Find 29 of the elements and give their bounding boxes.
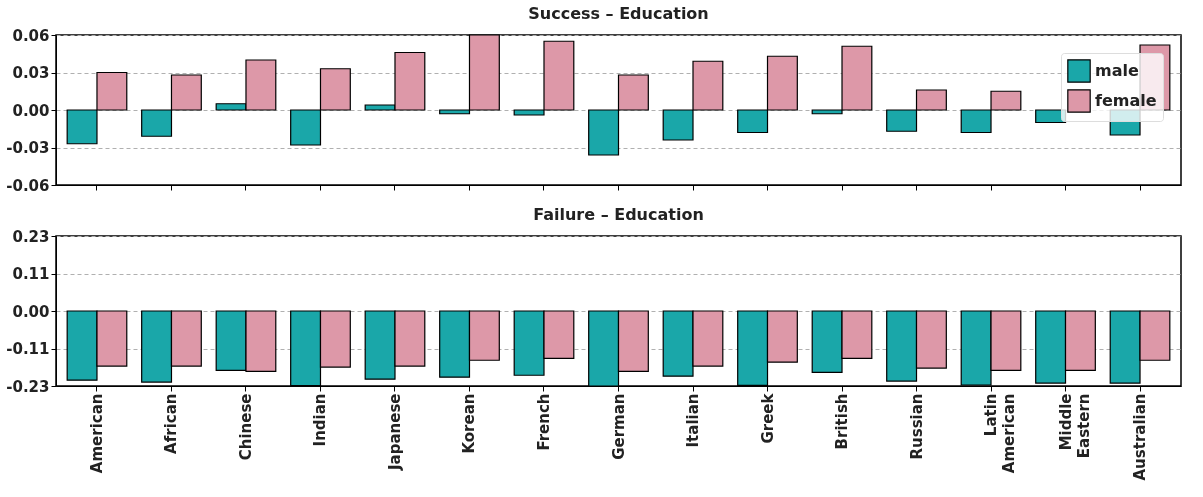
y-tick-label: 0.00 [12, 302, 50, 321]
x-tick-label: British [833, 393, 852, 450]
chart-title: Failure – Education [533, 205, 704, 224]
y-tick-label: 0.06 [12, 26, 50, 45]
legend-label: male [1095, 61, 1139, 80]
y-tick-label: 0.11 [12, 265, 50, 283]
y-tick-label: -0.03 [6, 139, 50, 157]
y-tick-label: -0.06 [6, 176, 50, 195]
legend-label: female [1095, 91, 1157, 110]
x-tick-label: French [535, 393, 553, 451]
x-tick-label: Latin American [982, 393, 1019, 474]
y-tick-label: 0.23 [12, 227, 50, 246]
x-tick-label: Australian [1131, 393, 1150, 481]
x-tick-label: African [162, 393, 181, 454]
x-tick-label: Chinese [236, 393, 255, 461]
x-tick-label: Japanese [385, 393, 404, 472]
y-tick-label: -0.11 [6, 340, 50, 358]
x-tick-label: German [609, 393, 628, 460]
x-tick-label: Greek [758, 392, 777, 444]
y-tick-label: -0.23 [6, 377, 50, 396]
x-tick-label: Korean [460, 393, 479, 454]
x-tick-label: American [87, 393, 106, 474]
y-tick-label: 0.00 [12, 101, 50, 120]
x-tick-label: Indian [311, 393, 330, 447]
x-tick-label: Italian [684, 393, 702, 448]
y-tick-label: 0.03 [12, 64, 50, 82]
x-tick-label: Russian [907, 393, 926, 460]
chart-title: Success – Education [528, 4, 709, 23]
x-tick-label: Middle Eastern [1056, 393, 1093, 459]
